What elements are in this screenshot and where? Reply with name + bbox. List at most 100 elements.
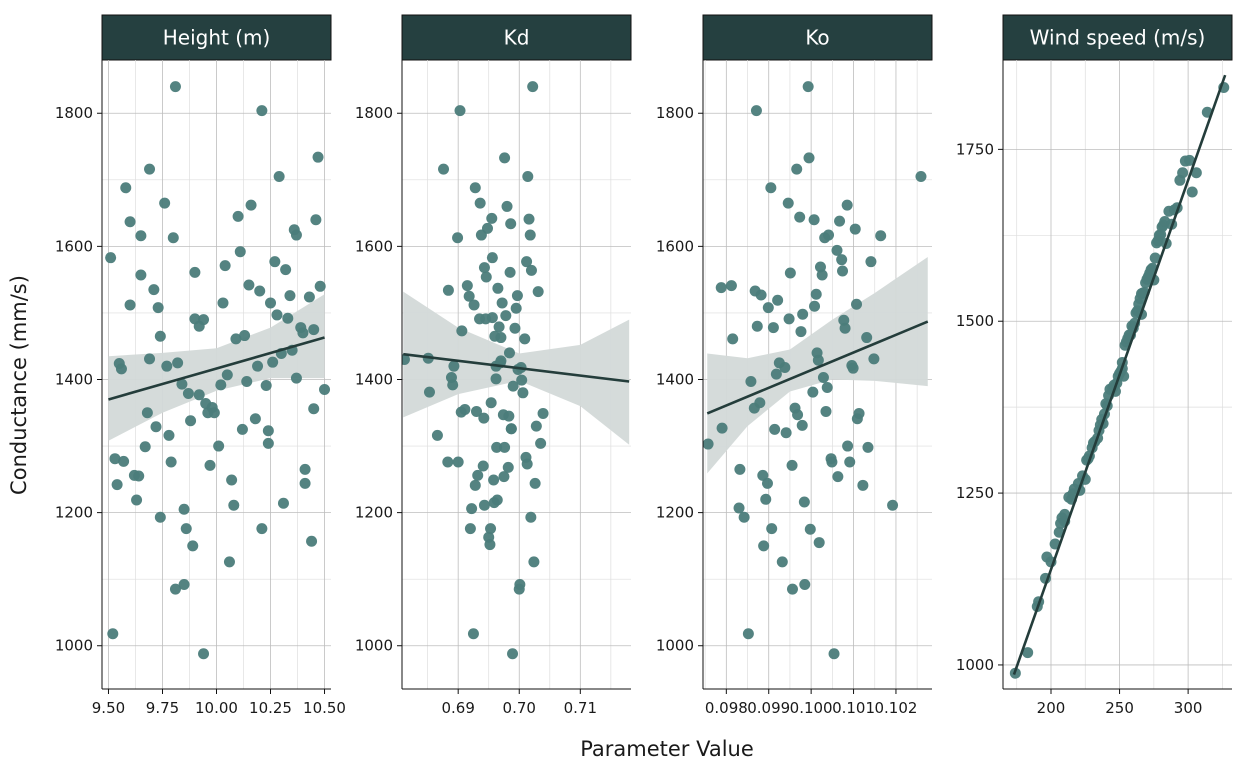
data-point — [159, 197, 171, 209]
data-point — [530, 420, 542, 432]
data-point — [454, 105, 466, 117]
data-point — [770, 368, 782, 380]
data-point — [839, 322, 851, 334]
data-point — [447, 379, 459, 391]
data-point — [792, 409, 804, 421]
data-point — [760, 493, 772, 505]
x-tick-label: 10.00 — [195, 699, 238, 717]
y-tick-label: 1800 — [55, 104, 93, 122]
y-tick-label: 1800 — [355, 104, 393, 122]
data-point — [262, 437, 274, 449]
data-point — [239, 330, 251, 342]
data-point — [755, 289, 767, 301]
data-point — [535, 437, 547, 449]
y-tick-label: 1200 — [355, 504, 393, 522]
data-point — [828, 648, 840, 660]
data-point — [491, 494, 503, 506]
x-tick-label: 0.102 — [874, 699, 917, 717]
data-point — [464, 523, 476, 535]
data-point — [776, 556, 788, 568]
data-point — [148, 284, 160, 296]
data-point — [469, 182, 481, 194]
data-point — [849, 223, 861, 235]
data-point — [745, 375, 757, 387]
data-point — [312, 151, 324, 163]
data-point — [887, 499, 899, 511]
data-point — [463, 290, 475, 302]
data-point — [779, 362, 791, 374]
data-point — [107, 628, 119, 640]
panel-strip-label: Ko — [805, 26, 829, 50]
data-point — [715, 282, 727, 294]
data-point — [452, 456, 464, 468]
data-point — [273, 170, 285, 182]
data-point — [124, 216, 136, 228]
data-point — [438, 163, 450, 175]
data-point — [243, 279, 255, 291]
data-point — [154, 330, 166, 342]
data-point — [486, 212, 498, 224]
panel-strip — [101, 14, 332, 61]
x-tick-label: 200 — [1037, 699, 1066, 717]
data-point — [504, 266, 516, 278]
data-point — [299, 463, 311, 475]
panel-strip — [1002, 14, 1233, 61]
data-point — [751, 320, 763, 332]
data-point — [115, 363, 127, 375]
data-point — [480, 271, 492, 283]
data-point — [118, 455, 130, 467]
data-point — [178, 503, 190, 515]
data-point — [271, 309, 283, 321]
y-tick-label: 1800 — [656, 104, 694, 122]
data-point — [761, 477, 773, 489]
data-point — [791, 163, 803, 175]
data-point — [169, 81, 181, 93]
y-tick-label: 1500 — [956, 312, 994, 330]
data-point — [120, 182, 132, 194]
data-point — [767, 322, 779, 334]
data-point — [754, 397, 766, 409]
data-point — [185, 415, 197, 427]
data-point — [297, 327, 309, 339]
data-point — [799, 578, 811, 590]
data-point — [215, 379, 227, 391]
data-point — [783, 313, 795, 325]
data-point — [808, 214, 820, 226]
data-point — [769, 423, 781, 435]
data-point — [865, 256, 877, 268]
data-point — [219, 260, 231, 272]
fit-line — [403, 352, 630, 383]
data-point — [820, 405, 832, 417]
data-point — [861, 332, 873, 344]
data-point — [299, 477, 311, 489]
data-point — [734, 463, 746, 475]
data-point — [1149, 252, 1161, 264]
data-point — [523, 213, 535, 225]
y-tick-label: 1000 — [656, 637, 694, 655]
x-tick-label: 0.71 — [564, 699, 597, 717]
panel-4: Wind speed (m/s) 1000 1250 1500 1750 200 250 30… — [956, 14, 1233, 717]
data-point — [844, 456, 856, 468]
data-point — [851, 298, 863, 310]
y-tick-label: 1600 — [355, 237, 393, 255]
data-point — [915, 170, 927, 182]
x-tick-label: 0.70 — [503, 699, 536, 717]
data-point — [208, 407, 220, 419]
data-point — [1186, 186, 1198, 198]
y-tick-label: 1200 — [656, 504, 694, 522]
data-point — [213, 440, 225, 452]
data-point — [169, 583, 181, 595]
data-point — [217, 297, 229, 309]
data-point — [875, 230, 887, 242]
data-point — [303, 291, 315, 303]
data-point — [794, 211, 806, 223]
panel-strip — [401, 14, 632, 61]
data-point — [472, 469, 484, 481]
fit-line — [108, 336, 325, 401]
plot-area — [402, 60, 631, 689]
x-tick-label: 0.69 — [441, 699, 474, 717]
data-point — [144, 163, 156, 175]
data-point — [284, 290, 296, 302]
data-point — [452, 232, 464, 244]
data-point — [478, 262, 490, 274]
